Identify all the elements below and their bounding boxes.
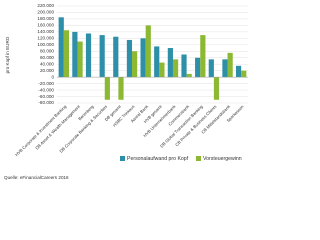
bar xyxy=(140,38,146,78)
legend-label: Vorsteuergewinn xyxy=(203,156,242,162)
y-tick-label: 220.000 xyxy=(37,3,54,8)
bar xyxy=(77,41,83,78)
bar xyxy=(186,73,192,78)
bar xyxy=(195,57,201,78)
y-tick-label: 0 xyxy=(51,74,54,79)
bar xyxy=(72,31,78,78)
y-tick-label: 80.000 xyxy=(40,48,54,53)
bar xyxy=(172,59,179,78)
bar xyxy=(126,39,133,78)
bar xyxy=(222,59,228,78)
bar xyxy=(85,33,92,78)
bar xyxy=(113,36,119,78)
bar xyxy=(241,70,247,78)
bar xyxy=(104,77,110,100)
bar xyxy=(235,65,242,78)
bar xyxy=(99,35,105,78)
y-tick-label: 180.000 xyxy=(37,16,54,21)
bar xyxy=(132,51,138,78)
y-tick-label: -40.000 xyxy=(38,87,54,92)
bar xyxy=(181,54,187,78)
bar xyxy=(213,77,220,100)
y-tick-label: 20.000 xyxy=(40,68,54,73)
bar xyxy=(159,62,165,78)
bar xyxy=(167,48,173,78)
legend-swatch xyxy=(196,156,201,161)
y-tick-label: 140.000 xyxy=(37,29,54,34)
bar xyxy=(118,77,124,100)
legend-swatch xyxy=(120,156,125,161)
bar xyxy=(200,35,206,78)
bar xyxy=(63,30,70,78)
legend-label: Personalaufwand pro Kopf xyxy=(127,156,189,162)
chart: pro Kopf in EURO Quelle: eFinancialCaree… xyxy=(4,3,248,180)
y-tick-label: 40.000 xyxy=(40,61,54,66)
bar xyxy=(154,46,160,78)
y-tick-label: 200.000 xyxy=(37,10,54,15)
y-axis-label: pro Kopf in EURO xyxy=(5,36,10,73)
y-tick-label: 60.000 xyxy=(40,55,54,60)
bar xyxy=(58,17,64,78)
y-tick-label: 120.000 xyxy=(37,36,54,41)
bar xyxy=(145,25,151,78)
y-tick-label: -60.000 xyxy=(38,94,54,99)
y-tick-label: -80.000 xyxy=(38,100,54,105)
y-tick-label: 160.000 xyxy=(37,23,54,28)
bar xyxy=(208,59,214,78)
y-tick-label: 100.000 xyxy=(37,42,54,47)
source: Quelle: eFinancialCareers 2016 xyxy=(4,175,69,180)
y-tick-label: -20.000 xyxy=(38,81,54,86)
bar xyxy=(227,52,233,78)
